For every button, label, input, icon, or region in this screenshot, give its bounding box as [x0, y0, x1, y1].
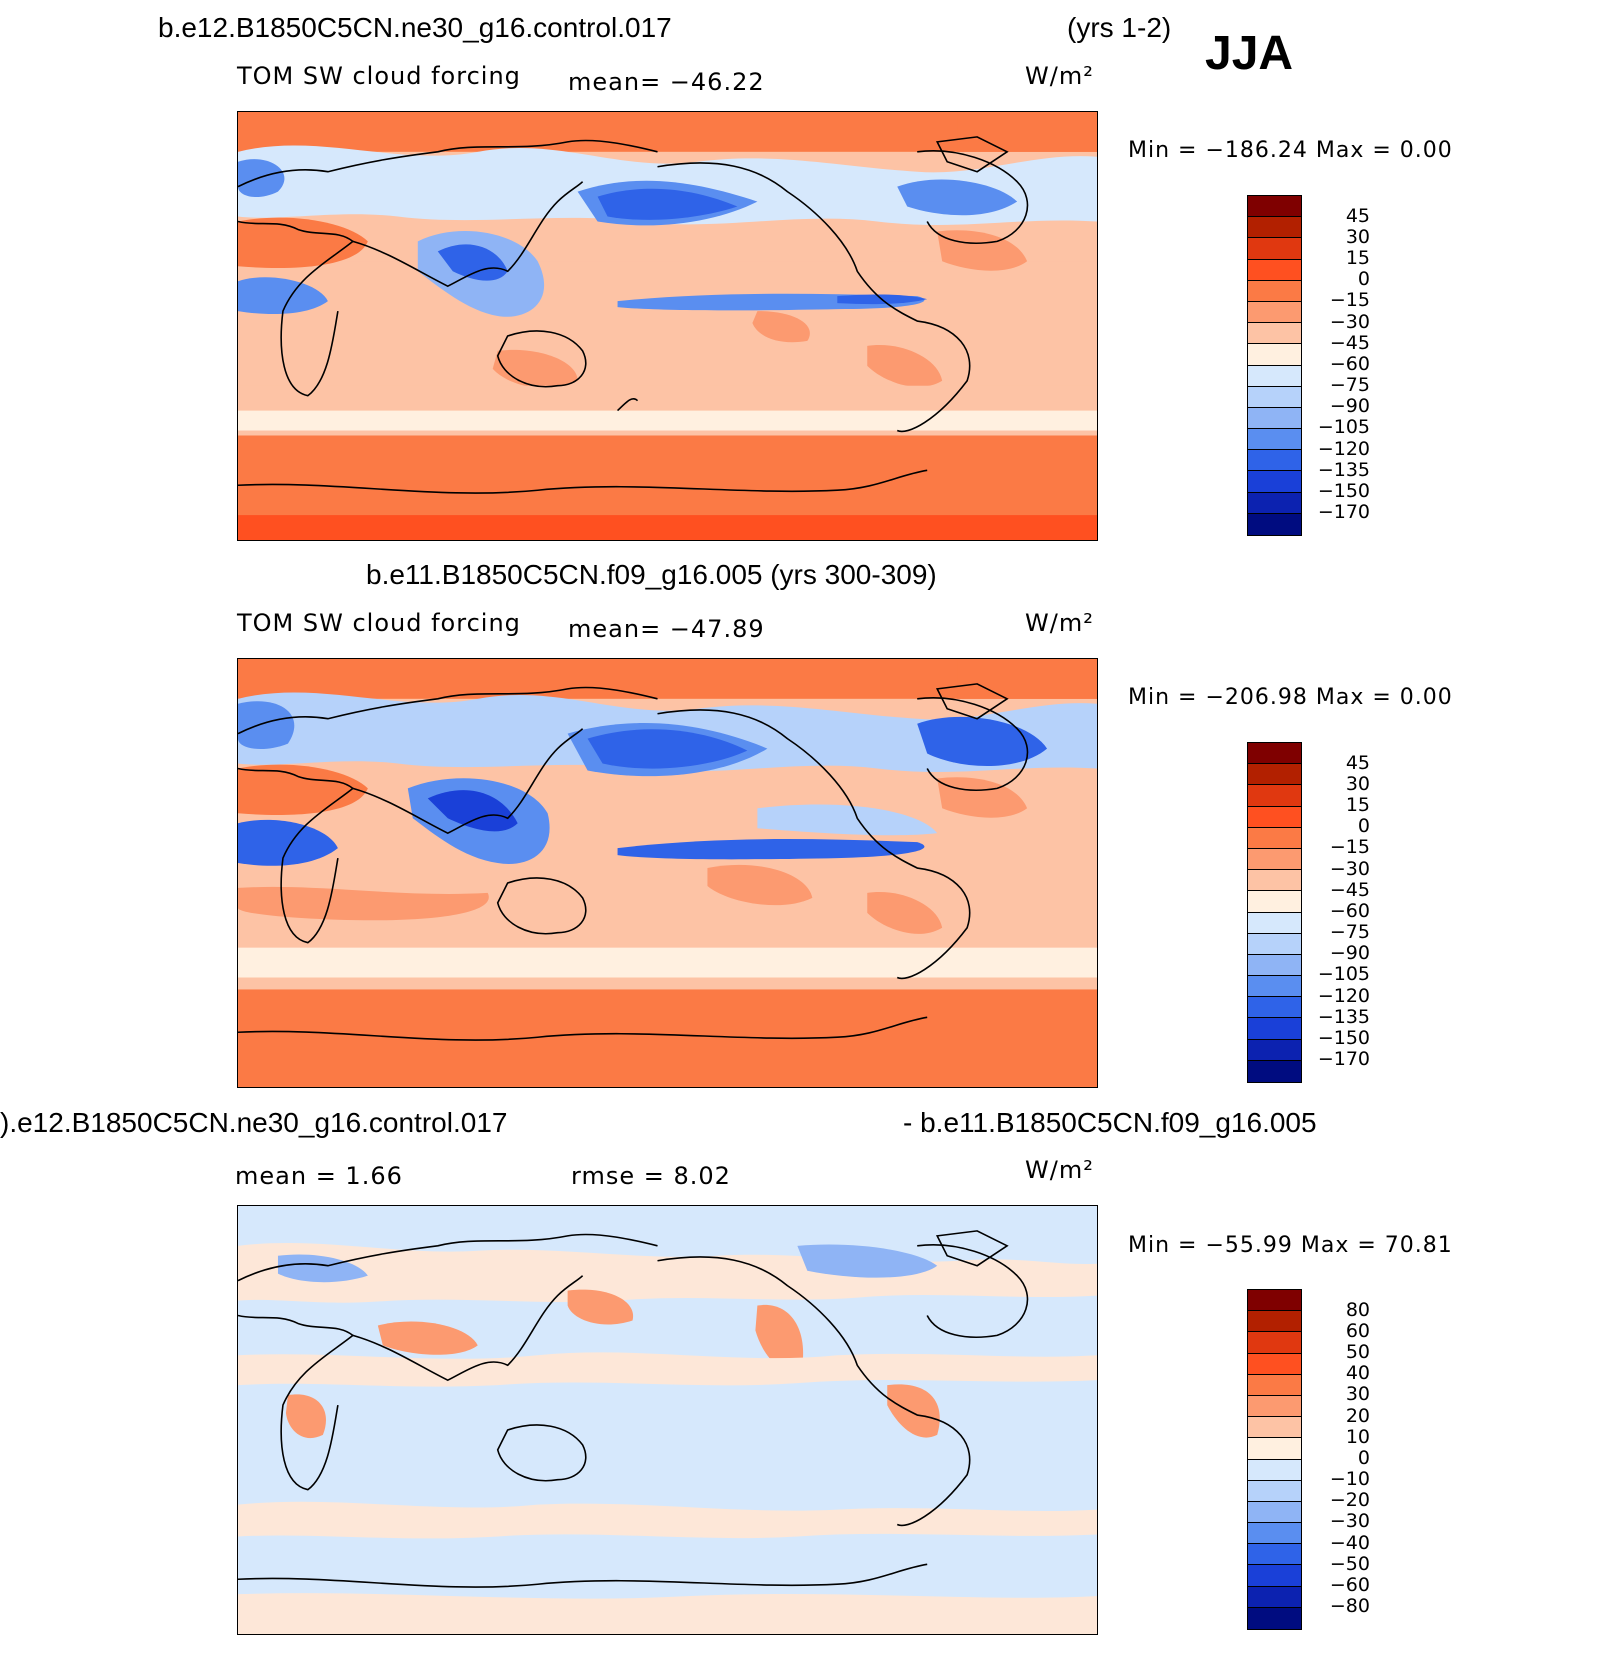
panel1-map [237, 111, 1098, 541]
panel2-mean: mean= −47.89 [568, 615, 765, 643]
cbar-tick: 15 [1345, 247, 1370, 269]
cbar-tick: −120 [1317, 438, 1370, 460]
cbar-tick: −150 [1317, 480, 1370, 502]
panel2-title: b.e11.B1850C5CN.f09_g16.005 (yrs 300-309… [366, 559, 937, 590]
cbar-tick: −105 [1317, 963, 1370, 985]
cbar-tick: −80 [1329, 1595, 1370, 1617]
cbar-tick: 30 [1345, 226, 1370, 248]
panel3-colorbar [1247, 1289, 1302, 1630]
cbar-tick: 40 [1345, 1362, 1370, 1384]
cbar-tick: −30 [1329, 1510, 1370, 1532]
season-label: JJA [1205, 27, 1294, 80]
cbar-tick: 0 [1357, 1447, 1370, 1469]
panel1-colorbar [1247, 195, 1302, 536]
cbar-tick: −45 [1329, 879, 1370, 901]
panel3-title: ).e12.B1850C5CN.ne30_g16.control.017 [0, 1107, 508, 1138]
panel2-minmax: Min = −206.98 Max = 0.00 [1128, 685, 1453, 710]
cbar-tick: −15 [1329, 836, 1370, 858]
cbar-tick: −135 [1317, 1006, 1370, 1028]
cbar-tick: 15 [1345, 794, 1370, 816]
panel3-map [237, 1205, 1098, 1635]
panel2-variable: TOM SW cloud forcing [237, 609, 521, 637]
cbar-tick: −135 [1317, 459, 1370, 481]
cbar-tick: 10 [1345, 1426, 1370, 1448]
panel1-units: W/m² [1025, 62, 1094, 90]
cbar-tick: 20 [1345, 1405, 1370, 1427]
cbar-tick: −170 [1317, 1048, 1370, 1070]
cbar-tick: 0 [1357, 815, 1370, 837]
cbar-tick: 50 [1345, 1341, 1370, 1363]
panel1-title: b.e12.B1850C5CN.ne30_g16.control.017 [158, 12, 672, 43]
cbar-tick: −45 [1329, 332, 1370, 354]
cbar-tick: −150 [1317, 1027, 1370, 1049]
cbar-tick: 80 [1345, 1299, 1370, 1321]
panel2-map [237, 658, 1098, 1088]
cbar-tick: −120 [1317, 985, 1370, 1007]
cbar-tick: −60 [1329, 353, 1370, 375]
cbar-tick: −30 [1329, 858, 1370, 880]
panel3-units: W/m² [1025, 1156, 1094, 1184]
panel2-colorbar [1247, 742, 1302, 1083]
panel1-variable: TOM SW cloud forcing [237, 62, 521, 90]
panel1-minmax: Min = −186.24 Max = 0.00 [1128, 138, 1453, 163]
cbar-tick: −90 [1329, 395, 1370, 417]
cbar-tick: −60 [1329, 900, 1370, 922]
panel3-rmse: rmse = 8.02 [571, 1162, 731, 1190]
panel3-minmax: Min = −55.99 Max = 70.81 [1128, 1233, 1453, 1258]
cbar-tick: 0 [1357, 268, 1370, 290]
panel3-title-right: - b.e11.B1850C5CN.f09_g16.005 [903, 1107, 1317, 1138]
cbar-tick: −50 [1329, 1553, 1370, 1575]
cbar-tick: −170 [1317, 501, 1370, 523]
cbar-tick: −20 [1329, 1489, 1370, 1511]
cbar-tick: −75 [1329, 374, 1370, 396]
cbar-tick: −15 [1329, 289, 1370, 311]
panel2-units: W/m² [1025, 609, 1094, 637]
cbar-tick: −90 [1329, 942, 1370, 964]
panel1-mean: mean= −46.22 [568, 68, 765, 96]
cbar-tick: −60 [1329, 1574, 1370, 1596]
cbar-tick: 60 [1345, 1320, 1370, 1342]
panel3-mean: mean = 1.66 [235, 1162, 403, 1190]
cbar-tick: −40 [1329, 1532, 1370, 1554]
panel1-years: (yrs 1-2) [1067, 12, 1172, 43]
cbar-tick: 45 [1345, 205, 1370, 227]
cbar-tick: −105 [1317, 416, 1370, 438]
cbar-tick: −10 [1329, 1468, 1370, 1490]
cbar-tick: −30 [1329, 311, 1370, 333]
cbar-tick: 30 [1345, 1383, 1370, 1405]
cbar-tick: 45 [1345, 752, 1370, 774]
cbar-tick: −75 [1329, 921, 1370, 943]
cbar-tick: 30 [1345, 773, 1370, 795]
